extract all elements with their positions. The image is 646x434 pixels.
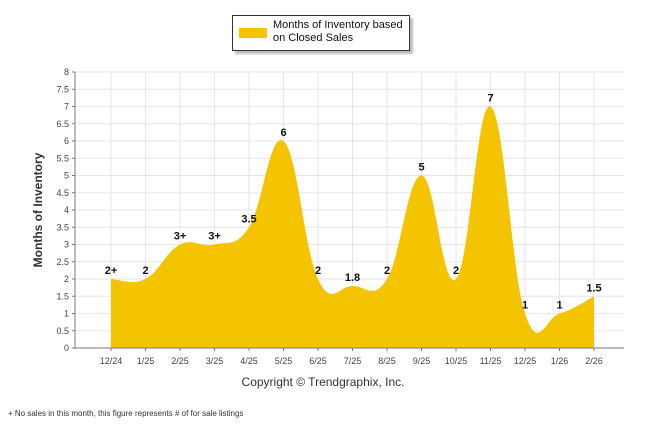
x-tick-label: 12/24 <box>100 356 123 366</box>
data-label: 3+ <box>174 231 187 243</box>
x-tick-label: 11/25 <box>480 356 502 366</box>
y-tick-labels: 0 0.5 1 1.5 2 2.5 3 3.5 4 4.5 5 5.5 6 6.5 7 7.5 8 <box>56 67 75 353</box>
data-label: 1 <box>556 300 562 312</box>
x-tick-label: 8/25 <box>378 356 396 366</box>
x-tick-label: 12/25 <box>514 356 537 366</box>
copyright: Copyright © Trendgraphix, Inc. <box>241 375 405 389</box>
area-fill <box>111 106 594 348</box>
x-tick-label: 7/25 <box>344 356 362 366</box>
y-tick-label: 7 <box>64 102 69 112</box>
x-tick-label: 3/25 <box>206 356 224 366</box>
y-tick-label: 4 <box>64 205 69 215</box>
x-tick-label: 2/25 <box>171 356 189 366</box>
y-tick-label: 5 <box>64 171 69 181</box>
y-tick-label: 2 <box>64 274 69 284</box>
y-tick-label: 0.5 <box>56 326 69 336</box>
data-labels: 2+ 2 3+ 3+ 3.5 6 2 1.8 2 5 2 7 1 1 1.5 <box>105 93 602 312</box>
data-label: 1.8 <box>345 272 360 284</box>
y-tick-label: 7.5 <box>56 84 69 94</box>
y-axis-label: Months of Inventory <box>31 152 45 267</box>
y-tick-label: 1.5 <box>56 291 69 301</box>
data-label: 3+ <box>208 231 221 243</box>
x-tick-label: 6/25 <box>309 356 327 366</box>
data-label: 2 <box>453 265 459 277</box>
data-label: 2 <box>142 265 148 277</box>
data-label: 1 <box>522 300 528 312</box>
y-tick-label: 3.5 <box>56 222 69 232</box>
y-tick-label: 4.5 <box>56 188 69 198</box>
y-tick-label: 1 <box>64 309 69 319</box>
legend-label-line1: Months of Inventory based <box>273 19 403 31</box>
x-tick-labels: 12/24 1/25 2/25 3/25 4/25 5/25 6/25 7/25 8/25 9/2… <box>100 348 603 366</box>
x-tick-label: 4/25 <box>240 356 258 366</box>
y-tick-label: 5.5 <box>56 153 69 163</box>
data-label: 1.5 <box>586 282 601 294</box>
y-tick-label: 8 <box>64 67 69 77</box>
data-label: 3.5 <box>241 213 256 225</box>
data-label: 2 <box>384 265 390 277</box>
y-tick-label: 6 <box>64 136 69 146</box>
data-label: 2 <box>315 265 321 277</box>
x-tick-label: 1/26 <box>551 356 569 366</box>
footnote: + No sales in this month, this figure re… <box>8 409 244 418</box>
y-tick-label: 2.5 <box>56 257 69 267</box>
x-tick-label: 1/25 <box>137 356 155 366</box>
data-label: 6 <box>280 127 286 139</box>
data-label: 2+ <box>105 265 118 277</box>
y-tick-label: 3 <box>64 240 69 250</box>
y-tick-label: 6.5 <box>56 119 69 129</box>
area-series <box>111 106 594 348</box>
x-tick-label: 9/25 <box>413 356 431 366</box>
legend-label: Months of Inventory based on Closed Sale… <box>273 19 403 45</box>
data-label: 7 <box>487 93 493 105</box>
legend-swatch <box>239 28 267 38</box>
data-label: 5 <box>418 162 424 174</box>
x-tick-label: 10/25 <box>445 356 468 366</box>
x-tick-label: 5/25 <box>275 356 293 366</box>
legend-label-line2: on Closed Sales <box>273 32 354 44</box>
y-tick-label: 0 <box>64 343 69 353</box>
legend: Months of Inventory based on Closed Sale… <box>232 15 410 51</box>
x-tick-label: 2/26 <box>585 356 603 366</box>
